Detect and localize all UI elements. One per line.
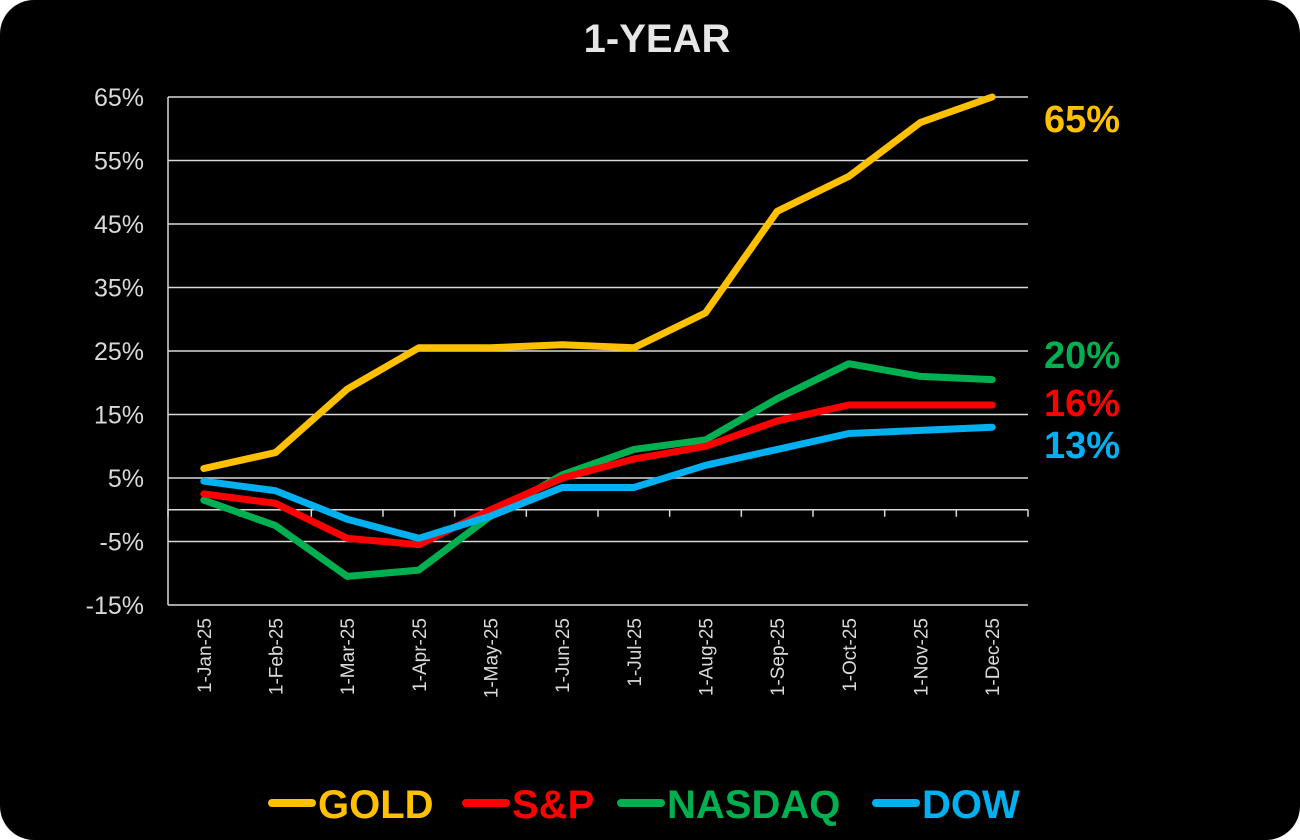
y-tick-label: 65% xyxy=(94,84,144,112)
legend: GOLD S&P NASDAQ DOW xyxy=(268,783,1020,827)
x-tick-label: 1-Dec-25 xyxy=(983,618,1004,696)
legend-label-nasdaq: NASDAQ xyxy=(667,783,840,827)
y-tick-label: 5% xyxy=(108,465,144,493)
x-tick-label: 1-Jan-25 xyxy=(195,618,216,693)
series-line-nasdaq xyxy=(200,360,996,580)
end-label-sp: 16% xyxy=(1044,383,1120,425)
y-tick-label: -5% xyxy=(100,529,144,557)
chart-title: 1-YEAR xyxy=(584,17,731,61)
series-lines xyxy=(200,93,996,580)
x-tick-label: 1-Jul-25 xyxy=(625,618,646,687)
x-tick-label: 1-Sep-25 xyxy=(768,618,789,696)
end-value-labels: 65% 16% 20% 13% xyxy=(1044,99,1120,467)
y-tick-label: 45% xyxy=(94,211,144,239)
y-tick-label: 35% xyxy=(94,275,144,303)
legend-label-sp: S&P xyxy=(512,783,594,827)
x-tick-label: 1-Apr-25 xyxy=(410,618,431,692)
series-line-gold xyxy=(200,93,996,472)
x-axis-tick-labels: 1-Jan-25 1-Feb-25 1-Mar-25 1-Apr-25 1-May-25… xyxy=(195,618,1004,698)
grid-lines xyxy=(168,96,1028,606)
x-tick-label: 1-Jun-25 xyxy=(553,618,574,693)
series-line-dow xyxy=(200,423,996,542)
end-label-nasdaq: 20% xyxy=(1044,335,1120,377)
x-tick-label: 1-May-25 xyxy=(482,618,503,698)
end-label-dow: 13% xyxy=(1044,425,1120,467)
x-tick-label: 1-Feb-25 xyxy=(267,618,288,695)
x-tick-label: 1-Nov-25 xyxy=(912,618,933,696)
y-tick-label: 55% xyxy=(94,148,144,176)
legend-label-dow: DOW xyxy=(922,783,1020,827)
x-tick-label: 1-Aug-25 xyxy=(697,618,718,696)
end-label-gold: 65% xyxy=(1044,99,1120,141)
legend-label-gold: GOLD xyxy=(318,783,434,827)
y-tick-label: 15% xyxy=(94,402,144,430)
series-line-sp xyxy=(200,401,996,549)
x-tick-label: 1-Mar-25 xyxy=(338,618,359,695)
y-tick-label: 25% xyxy=(94,338,144,366)
x-tick-label: 1-Oct-25 xyxy=(840,618,861,692)
y-tick-label: -15% xyxy=(86,592,144,620)
y-axis-tick-labels: -15% -5% 5% 15% 25% 35% 45% 55% 65% xyxy=(86,84,144,620)
